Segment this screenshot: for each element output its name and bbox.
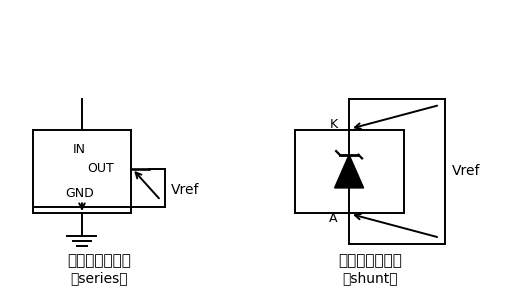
Text: IN: IN [73,143,86,156]
Text: GND: GND [65,186,94,200]
Bar [295,130,404,213]
Bar [33,130,131,213]
Text: Vref: Vref [452,164,480,178]
Text: Vref: Vref [171,183,200,197]
Text: （series）: （series） [70,272,128,286]
Text: K: K [329,118,338,131]
Text: A: A [329,212,338,225]
Text: 串联型电压基准: 串联型电压基准 [67,254,131,268]
Text: OUT: OUT [87,162,113,175]
Text: （shunt）: （shunt） [342,272,398,286]
Text: 并联型电压基准: 并联型电压基准 [338,254,402,268]
Polygon shape [335,155,364,188]
